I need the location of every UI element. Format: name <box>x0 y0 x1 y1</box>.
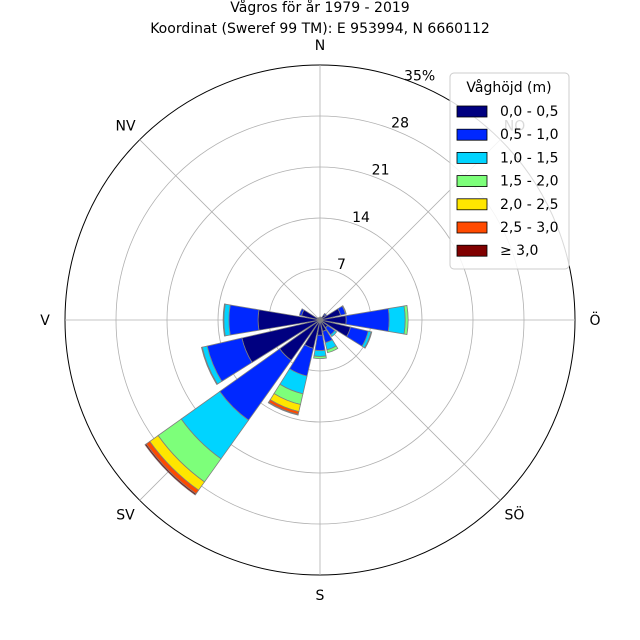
radial-tick-label: 21 <box>372 163 390 179</box>
rose-bar-segment <box>313 349 327 357</box>
radial-tick-label: 35% <box>404 68 435 84</box>
rose-bar-segment <box>313 355 327 360</box>
rose-bar-segment <box>326 345 339 354</box>
rose-bar-segment <box>330 330 338 338</box>
rose-bar-segment <box>363 331 373 349</box>
legend-label: 0,0 - 0,5 <box>500 104 558 120</box>
direction-label: Ö <box>589 311 600 329</box>
legend-swatch <box>456 244 488 257</box>
grid-spoke <box>319 319 501 501</box>
chart-title: Vågros för år 1979 - 2019 <box>230 0 409 16</box>
rose-bars <box>144 303 409 496</box>
rose-bar-segment <box>267 401 299 416</box>
rose-bar-segment <box>318 317 321 321</box>
radial-tick-label: 14 <box>352 210 370 226</box>
legend-label: 1,5 - 2,0 <box>500 174 558 190</box>
rose-bar-segment <box>341 305 347 315</box>
chart-subtitle: Koordinat (Sweref 99 TM): E 953994, N 66… <box>150 21 490 37</box>
legend-label: 0,5 - 1,0 <box>500 127 558 143</box>
direction-label: NV <box>115 119 135 135</box>
radial-tick-label: 7 <box>337 257 346 273</box>
legend-label: 2,5 - 3,0 <box>500 220 558 236</box>
legend-items: 0,0 - 0,5 0,5 - 1,0 1,0 - 1,5 1,5 - 2,0 2,0 … <box>456 104 558 259</box>
rose-bar-segment <box>314 334 326 351</box>
direction-label: SV <box>116 508 135 524</box>
rose-bar-segment <box>298 308 305 317</box>
direction-label: SÖ <box>505 506 525 524</box>
legend-swatch <box>456 151 488 164</box>
direction-label: N <box>315 38 325 54</box>
legend-label: 1,0 - 1,5 <box>500 150 558 166</box>
legend-swatch <box>456 221 488 234</box>
direction-label: S <box>316 588 325 604</box>
legend-label: ≥ 3,0 <box>500 243 538 259</box>
rose-bar-segment <box>387 305 406 335</box>
legend-frame <box>449 72 570 270</box>
rose-bar-segment <box>200 346 218 386</box>
rose-bar-segment <box>323 312 328 317</box>
rose-bar-segment <box>403 304 409 336</box>
rose-bar-segment <box>144 443 197 496</box>
rose-bar-segment <box>228 304 260 336</box>
radial-tick-label: 28 <box>391 116 409 132</box>
legend-swatch <box>456 198 488 211</box>
legend: Våghöjd (m) 0,0 - 0,5 0,5 - 1,0 1,0 - 1,5 1… <box>449 72 570 270</box>
grid-spoke <box>139 139 321 321</box>
radial-tick-labels: 7 14 21 28 35% <box>337 68 435 273</box>
legend-title: Våghöjd (m) <box>466 79 551 96</box>
legend-swatch <box>456 175 488 188</box>
direction-label: V <box>40 313 50 329</box>
legend-swatch <box>456 105 488 118</box>
legend-swatch <box>456 128 488 141</box>
legend-label: 2,0 - 2,5 <box>500 197 558 213</box>
rose-bar-segment <box>222 303 226 337</box>
